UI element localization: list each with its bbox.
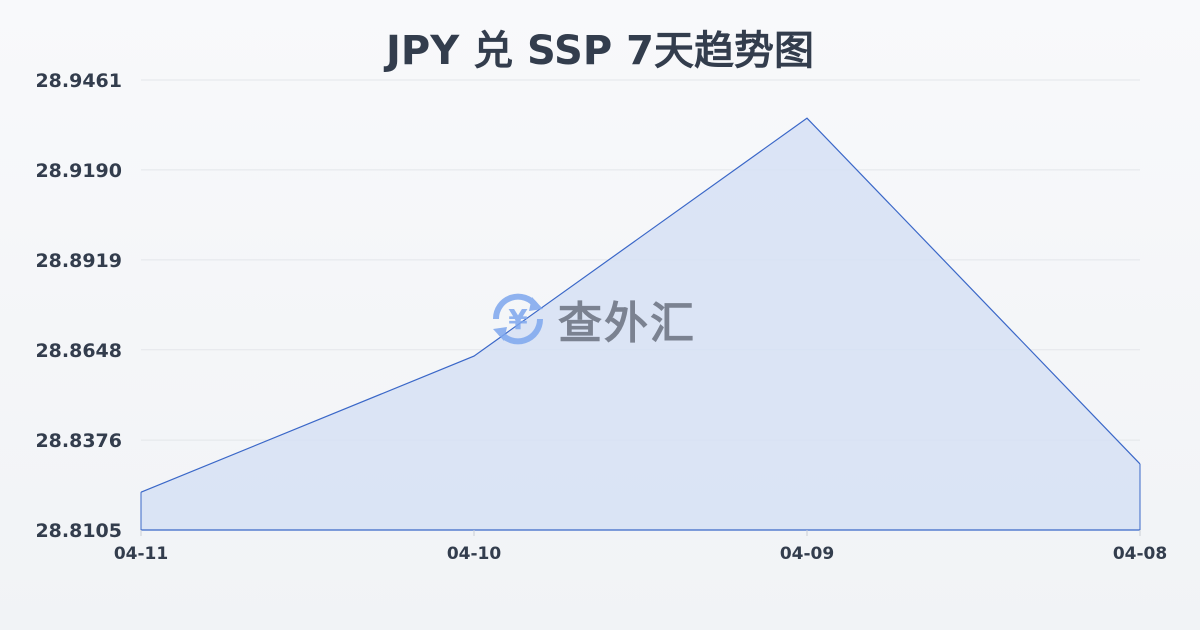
y-tick-label: 28.8105 [35,520,122,542]
x-tick-label: 04-09 [780,544,834,564]
x-tick-label: 04-08 [1113,544,1167,564]
area-fill [141,118,1140,530]
y-tick-label: 28.8919 [35,250,122,272]
y-tick-label: 28.8648 [35,340,122,362]
x-tick-label: 04-10 [447,544,502,564]
chart-title: JPY 兑 SSP 7天趋势图 [386,28,814,74]
yen-exchange-icon: ¥ [492,293,544,345]
x-tick-label: 04-11 [114,544,168,564]
series-line [140,117,1141,493]
y-tick-label: 28.9190 [35,160,122,182]
watermark: ¥ 查外汇 [488,287,696,351]
y-tick-label: 28.8376 [35,430,122,452]
svg-text:¥: ¥ [508,303,528,336]
watermark-text: 查外汇 [558,298,696,349]
y-tick-label: 28.9461 [35,70,122,92]
